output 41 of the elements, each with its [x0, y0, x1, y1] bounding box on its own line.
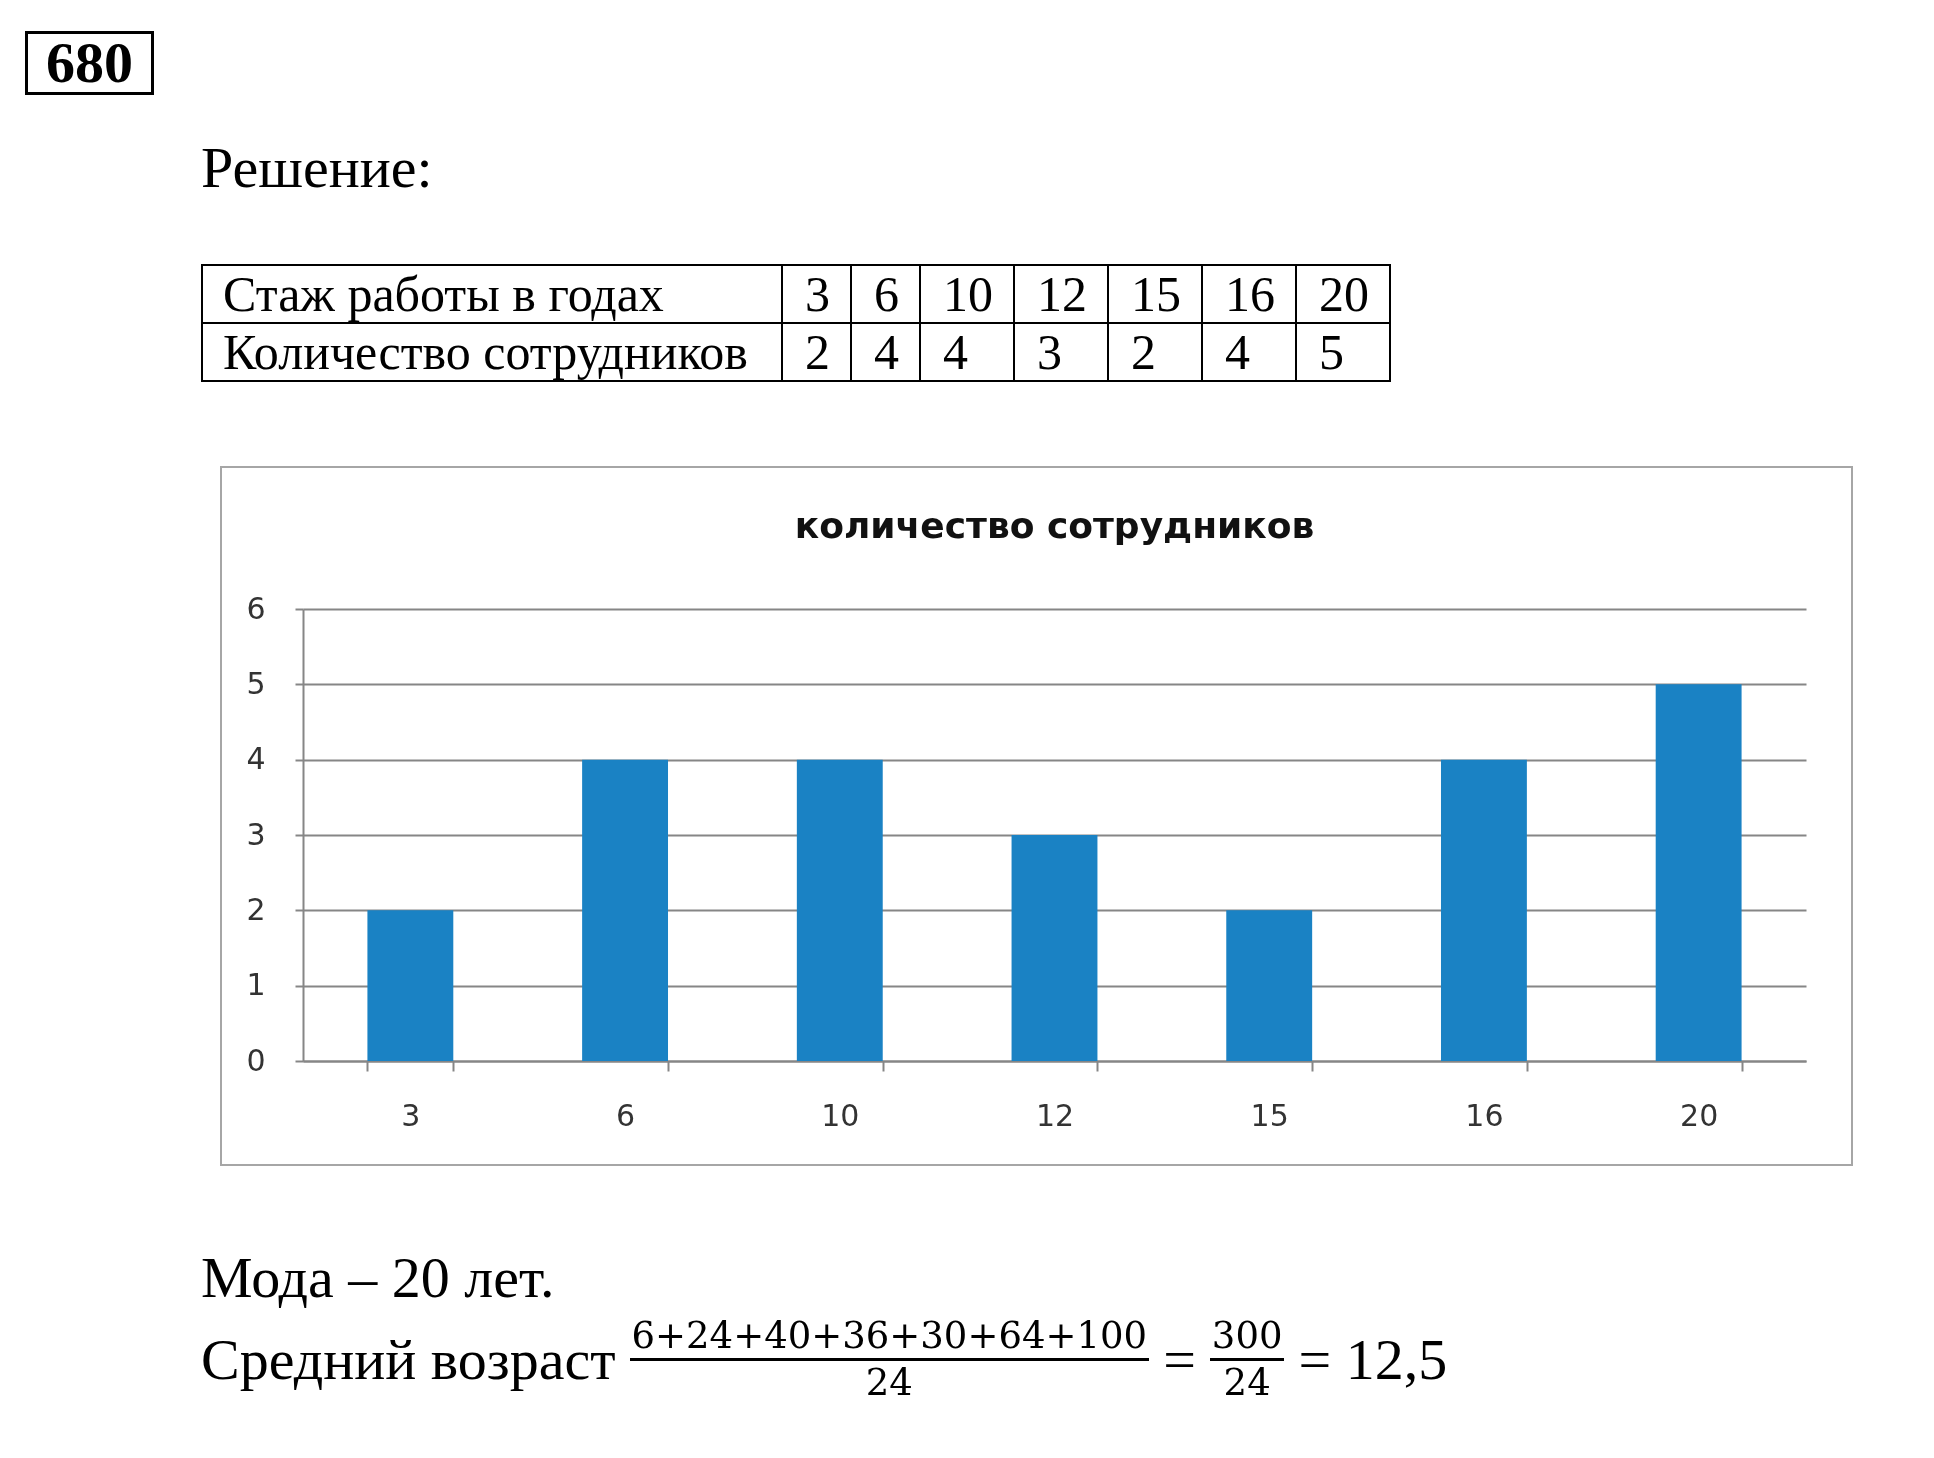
x-tick-label: 10 — [821, 1097, 860, 1133]
text: 4 — [1202, 323, 1296, 381]
category-label: 10 — [943, 266, 993, 322]
category-label: 16 — [1225, 266, 1275, 322]
x-tick-label: 12 — [1035, 1097, 1075, 1133]
text: 4 — [920, 323, 1014, 381]
text: = 12,5 — [1298, 1326, 1448, 1393]
category-label: 6 — [874, 266, 899, 322]
text: Мода – 20 лет. — [201, 1244, 555, 1311]
y-tick-label: 1 — [246, 967, 266, 1003]
x-tick-label: 15 — [1250, 1097, 1289, 1133]
text: 5 — [1296, 323, 1390, 381]
x-tick-label: 6 — [616, 1097, 636, 1133]
x-tick-label: 20 — [1680, 1097, 1719, 1133]
category-label: 20 — [1319, 266, 1369, 322]
y-tick-label: 2 — [246, 891, 266, 927]
text: 6+24+40+36+30+64+100 — [629, 1314, 1150, 1361]
text: 4 — [851, 323, 920, 381]
text: 2 — [1108, 323, 1202, 381]
x-tick-label: 3 — [401, 1097, 421, 1133]
text: 300 — [1209, 1314, 1285, 1361]
y-tick-label: 6 — [246, 590, 266, 626]
category-label: 3 — [805, 266, 830, 322]
text: Решение: — [201, 134, 433, 201]
y-tick-label: 4 — [246, 741, 266, 777]
text: Стаж работы в годах — [202, 265, 782, 323]
text: 24 — [1223, 1361, 1271, 1405]
text: Количество сотрудников — [202, 323, 782, 381]
text: 3 — [1014, 323, 1108, 381]
y-tick-label: 5 — [246, 665, 266, 701]
text: 24 — [865, 1361, 913, 1405]
text: 680 — [25, 30, 154, 95]
category-label: 12 — [1037, 266, 1087, 322]
text: Средний возраст — [201, 1326, 616, 1393]
text: = — [1163, 1326, 1196, 1393]
chart-title: количество сотрудников — [794, 505, 1315, 546]
category-label: 15 — [1131, 266, 1181, 322]
x-tick-label: 16 — [1465, 1097, 1504, 1133]
y-tick-label: 3 — [246, 816, 266, 852]
text: 2 — [782, 323, 851, 381]
y-tick-label: 0 — [246, 1042, 266, 1078]
